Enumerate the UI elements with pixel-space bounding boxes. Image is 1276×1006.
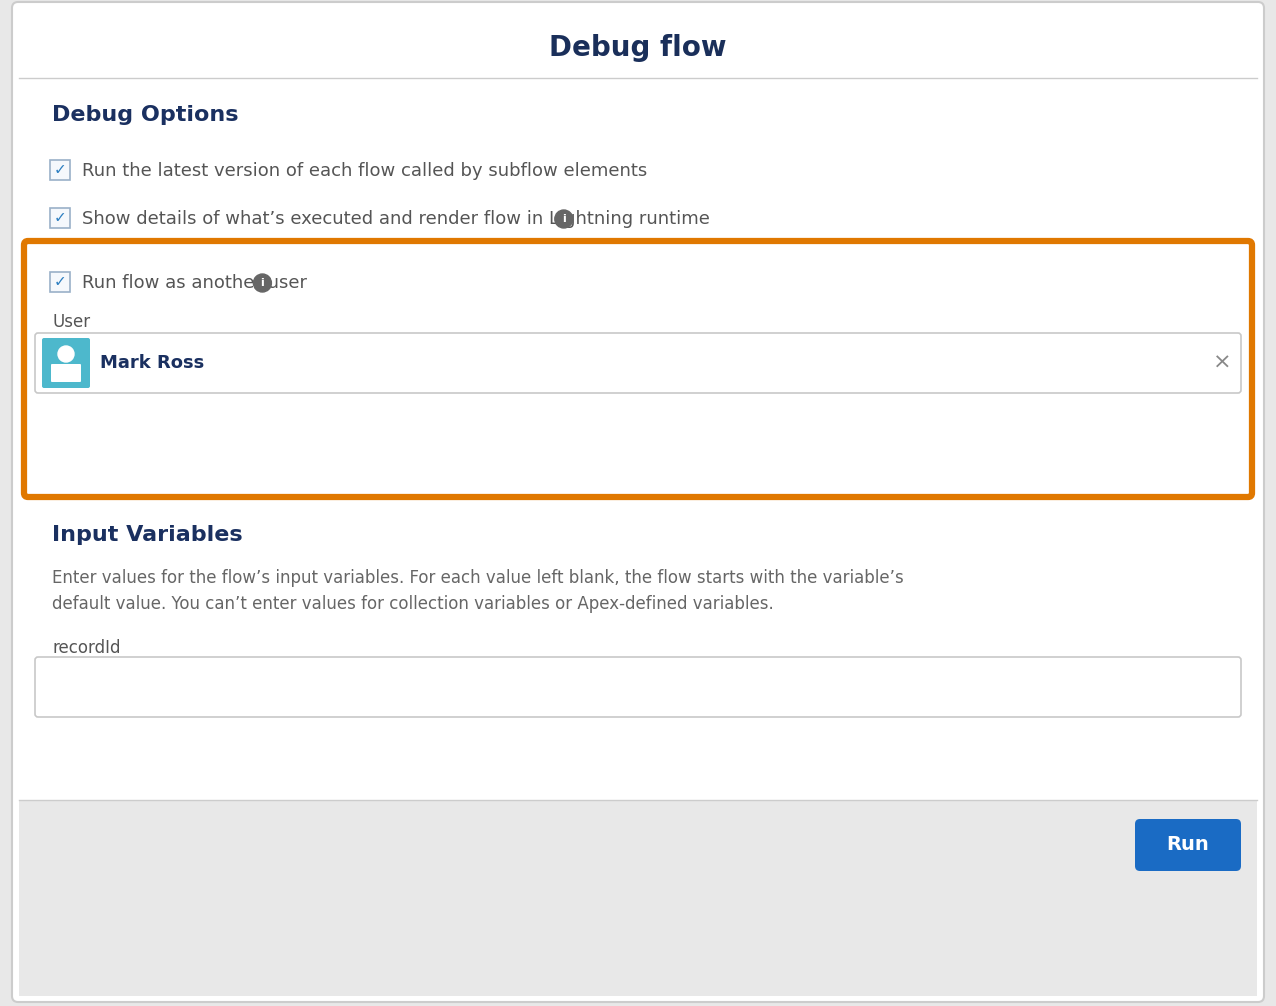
- Circle shape: [57, 346, 74, 362]
- Text: i: i: [561, 214, 565, 224]
- Text: ✓: ✓: [54, 210, 66, 225]
- Text: default value. You can’t enter values for collection variables or Apex-defined v: default value. You can’t enter values fo…: [52, 595, 773, 613]
- Text: ✓: ✓: [54, 163, 66, 177]
- FancyBboxPatch shape: [11, 2, 1265, 1002]
- Text: i: i: [260, 278, 264, 288]
- Text: ✓: ✓: [54, 275, 66, 290]
- FancyBboxPatch shape: [50, 272, 70, 292]
- Text: Run flow as another user: Run flow as another user: [82, 274, 308, 292]
- Text: Show details of what’s executed and render flow in Lightning runtime: Show details of what’s executed and rend…: [82, 210, 709, 228]
- Text: recordId: recordId: [52, 639, 120, 657]
- Text: Input Variables: Input Variables: [52, 525, 242, 545]
- FancyBboxPatch shape: [50, 160, 70, 180]
- Text: Debug flow: Debug flow: [549, 34, 727, 62]
- Circle shape: [555, 210, 573, 228]
- FancyBboxPatch shape: [34, 333, 1242, 393]
- Text: Enter values for the flow’s input variables. For each value left blank, the flow: Enter values for the flow’s input variab…: [52, 569, 903, 586]
- FancyBboxPatch shape: [42, 338, 91, 388]
- FancyBboxPatch shape: [24, 241, 1252, 497]
- FancyBboxPatch shape: [1134, 819, 1242, 871]
- Text: User: User: [52, 313, 91, 331]
- Text: Debug Options: Debug Options: [52, 105, 239, 125]
- Text: Run: Run: [1166, 836, 1210, 854]
- FancyBboxPatch shape: [34, 657, 1242, 717]
- Bar: [19, 800, 1257, 996]
- Text: Mark Ross: Mark Ross: [100, 354, 204, 372]
- FancyBboxPatch shape: [50, 208, 70, 228]
- FancyBboxPatch shape: [51, 364, 80, 382]
- Text: Run the latest version of each flow called by subflow elements: Run the latest version of each flow call…: [82, 162, 647, 180]
- Text: ×: ×: [1212, 353, 1231, 373]
- Circle shape: [254, 274, 272, 292]
